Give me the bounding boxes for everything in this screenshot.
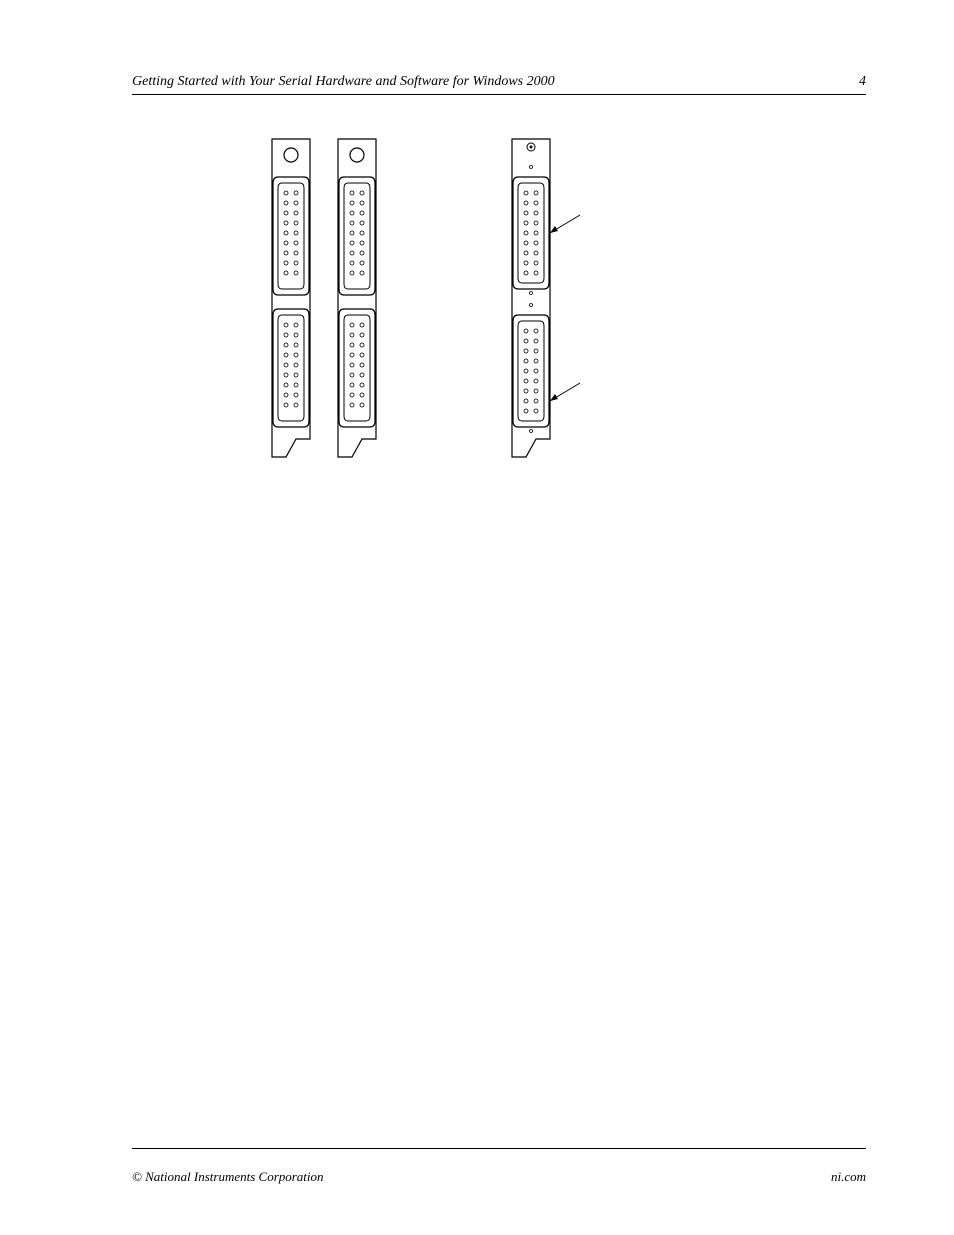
header-page-number: 4 — [859, 74, 866, 90]
header-title: Getting Started with Your Serial Hardwar… — [132, 74, 555, 90]
bracket-left-1 — [262, 133, 320, 473]
footer-left: © National Instruments Corporation — [132, 1169, 324, 1185]
header-rule — [132, 94, 866, 95]
bracket-left-2 — [328, 133, 386, 473]
figure-area — [132, 133, 866, 513]
footer-rule — [132, 1148, 866, 1149]
footer-right: ni.com — [831, 1169, 866, 1185]
bracket-right — [502, 133, 622, 473]
